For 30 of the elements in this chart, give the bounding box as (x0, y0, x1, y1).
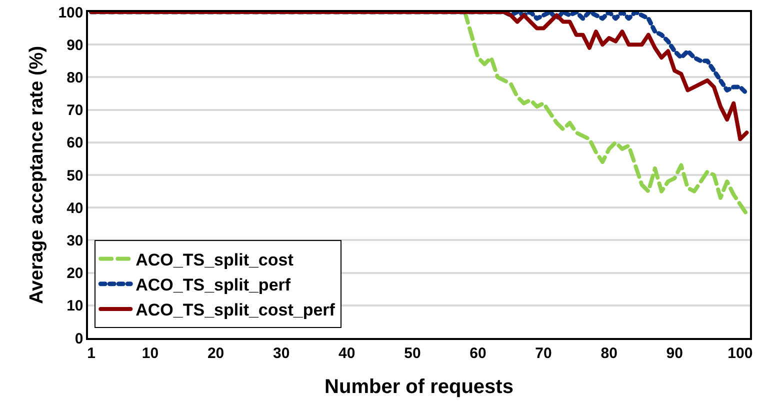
y-tick-label: 30 (66, 232, 84, 250)
x-tick-label: 40 (338, 344, 356, 362)
y-tick-label: 70 (66, 102, 84, 120)
y-tick-label: 0 (74, 330, 84, 348)
x-tick-label: 90 (666, 344, 683, 362)
line-series (462, 12, 749, 216)
x-tick-label: 20 (207, 344, 224, 362)
y-tick-label: 60 (66, 134, 84, 152)
line-series (89, 12, 749, 96)
y-tick-label: 90 (66, 36, 84, 54)
y-tick-label: 20 (66, 265, 84, 282)
x-tick-label: 1 (87, 344, 96, 362)
y-tick-label: 100 (58, 4, 84, 22)
x-axis-title: Number of requests (324, 376, 514, 398)
x-tick-label: 50 (404, 344, 421, 362)
y-axis-title: Average acceptance rate (%) (26, 46, 48, 304)
x-tick-label: 100 (728, 344, 753, 362)
line-series (89, 12, 749, 142)
legend-label: ACO_TS_split_cost (136, 250, 294, 270)
y-tick-label: 10 (66, 298, 84, 315)
x-tick-label: 30 (273, 344, 290, 362)
y-tick-label: 50 (66, 167, 84, 184)
x-tick-label: 10 (142, 344, 159, 362)
y-tick-label: 40 (66, 200, 84, 217)
x-tick-label: 60 (470, 344, 486, 362)
legend-label: ACO_TS_split_perf (136, 276, 291, 294)
y-tick-label: 80 (66, 69, 84, 86)
x-tick-label: 80 (600, 344, 618, 362)
x-tick-label: 70 (535, 344, 552, 362)
legend-label: ACO_TS_split_cost_perf (136, 300, 336, 320)
